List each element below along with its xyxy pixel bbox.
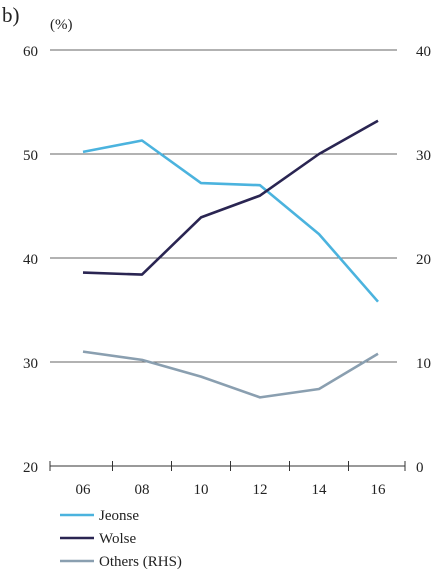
x-tick-label: 06: [76, 482, 92, 498]
y-right-tick-label: 20: [416, 252, 431, 268]
x-tick-label: 12: [253, 482, 268, 498]
y-right-tick-label: 10: [416, 356, 431, 372]
legend-label: Others (RHS): [99, 554, 182, 570]
y-right-tick-label: 30: [416, 148, 431, 164]
gridlines: [50, 49, 397, 363]
y-left-tick-label: 30: [23, 356, 38, 372]
x-tick-label: 16: [371, 482, 387, 498]
y-left-tick-label: 40: [23, 252, 38, 268]
y-left-tick-label: 60: [23, 44, 38, 60]
series-line-others-rhs: [82, 350, 379, 399]
legend: Jeonse Wolse Others (RHS): [60, 508, 182, 570]
y-left-tick-label: 50: [23, 148, 38, 164]
legend-label: Wolse: [99, 531, 136, 547]
axes: 60 50 40 30 20 40 30 20 10 0 06 08 10 12 14 16: [23, 44, 431, 498]
legend-label: Jeonse: [99, 508, 139, 524]
series-line-jeonse: [82, 139, 379, 303]
x-tick-label: 08: [135, 482, 150, 498]
series-line-wolse: [82, 119, 379, 276]
y-right-tick-label: 40: [416, 44, 431, 60]
unit-label: (%): [50, 17, 73, 33]
panel-label: b): [2, 3, 20, 27]
y-left-tick-label: 20: [23, 460, 38, 476]
x-tick-label: 10: [194, 482, 209, 498]
y-right-tick-label: 0: [416, 460, 424, 476]
x-tick-label: 14: [312, 482, 328, 498]
series-lines: [82, 119, 379, 399]
